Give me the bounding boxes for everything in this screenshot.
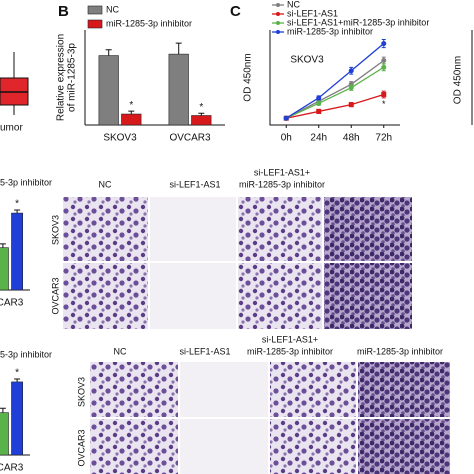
series-line xyxy=(285,60,385,119)
x-label: umor xyxy=(0,123,23,134)
legend-label: si-LEF1-AS1+miR-1285-3p inhibitor xyxy=(287,17,429,27)
y-axis-label: of miR-1285-3p xyxy=(67,43,78,112)
micrograph xyxy=(358,362,450,417)
micrograph xyxy=(63,263,148,329)
micrographs xyxy=(90,362,450,474)
column-label: miR-1285-3p inhibitor xyxy=(239,179,325,189)
bar xyxy=(11,381,23,456)
marker xyxy=(381,41,387,47)
y-axis-label: OD 450nm xyxy=(243,53,254,101)
significance: * xyxy=(15,199,19,210)
row-label: OVCAR3 xyxy=(50,277,60,314)
micrograph xyxy=(90,419,178,474)
marker xyxy=(381,58,387,64)
error-bar xyxy=(198,112,205,116)
y-axis-label: Relative expression xyxy=(56,34,67,121)
marker xyxy=(316,100,322,106)
micrograph xyxy=(180,419,268,474)
micrograph xyxy=(324,263,412,329)
legend-swatch xyxy=(87,5,103,15)
x-tick-label: SKOV3 xyxy=(103,133,137,144)
micrograph xyxy=(150,263,236,329)
bar xyxy=(191,115,212,126)
legend-label: miR-1285-3p inhibitor xyxy=(106,18,192,28)
error-bar xyxy=(175,42,182,55)
marker xyxy=(316,95,322,101)
legend-fragment: 5-3p inhibitor xyxy=(0,349,52,359)
significance: * xyxy=(199,102,203,113)
panel-letter: C xyxy=(230,3,241,20)
bar xyxy=(121,113,142,126)
x-tick-label: 24h xyxy=(310,133,327,144)
column-label: si-LEF1-AS1 xyxy=(169,179,220,189)
legend-marker xyxy=(276,21,280,25)
column-label: si-LEF1-AS1+ xyxy=(254,167,310,177)
micrograph xyxy=(90,362,178,417)
series-line xyxy=(286,93,384,119)
row-label: OVCAR3 xyxy=(76,429,86,466)
micrograph xyxy=(180,362,268,417)
x-tick-label: CAR3 xyxy=(0,463,24,474)
marker xyxy=(381,91,387,97)
x-tick-label: OVCAR3 xyxy=(169,133,211,144)
bar xyxy=(0,412,9,456)
error-bar xyxy=(0,243,6,248)
bar xyxy=(98,55,119,126)
micrograph xyxy=(324,197,412,261)
annotation: SKOV3 xyxy=(290,55,324,66)
significance: * xyxy=(382,99,386,109)
column-label: si-LEF1-AS1+ xyxy=(262,334,318,344)
micrograph xyxy=(358,419,450,474)
row-label: SKOV3 xyxy=(76,377,86,407)
column-label: NC xyxy=(99,179,112,189)
column-label: miR-1285-3p inhibitor xyxy=(357,346,443,356)
legend-label: si-LEF1-AS1 xyxy=(287,8,338,18)
marker xyxy=(381,64,387,70)
column-label: si-LEF1-AS1 xyxy=(179,346,230,356)
marker xyxy=(348,102,354,108)
marker xyxy=(283,115,289,121)
marker xyxy=(316,108,322,114)
marker xyxy=(348,68,354,74)
error-bar xyxy=(128,110,135,115)
marker xyxy=(348,85,354,91)
bar xyxy=(168,53,189,126)
panel-letter: B xyxy=(58,3,69,20)
micrograph xyxy=(270,419,356,474)
legend-marker xyxy=(276,12,280,16)
micrograph xyxy=(63,197,148,261)
legend-label: NC xyxy=(287,0,300,9)
x-tick-label: 72h xyxy=(375,133,392,144)
micrograph xyxy=(270,362,356,417)
micrograph xyxy=(238,263,322,329)
x-tick-label: 48h xyxy=(343,133,360,144)
error-bar xyxy=(0,407,6,413)
y-axis-label: OD 450nm xyxy=(453,56,464,104)
micrograph xyxy=(150,197,236,261)
row-label: SKOV3 xyxy=(50,215,60,245)
significance: * xyxy=(15,368,19,379)
legend-marker xyxy=(276,3,280,7)
legend-swatch xyxy=(87,19,103,29)
series-line xyxy=(285,43,385,119)
bar xyxy=(11,212,23,291)
legend-fragment: 5-3p inhibitor xyxy=(0,177,52,187)
error-bar xyxy=(14,209,21,214)
error-bar xyxy=(105,49,112,56)
series-line xyxy=(285,66,385,119)
axes xyxy=(269,30,400,126)
legend-label: miR-1285-3p inhibitor xyxy=(287,26,373,36)
x-tick-label: 0h xyxy=(281,133,292,144)
legend-label: NC xyxy=(106,4,119,14)
micrograph xyxy=(238,197,322,261)
bar xyxy=(0,247,9,291)
significance: * xyxy=(129,100,133,111)
error-bar xyxy=(14,378,21,382)
column-label: NC xyxy=(114,346,127,356)
column-label: miR-1285-3p inhibitor xyxy=(247,346,333,356)
x-tick-label: CAR3 xyxy=(0,298,24,309)
micrographs xyxy=(63,197,412,329)
legend-marker xyxy=(276,30,280,34)
